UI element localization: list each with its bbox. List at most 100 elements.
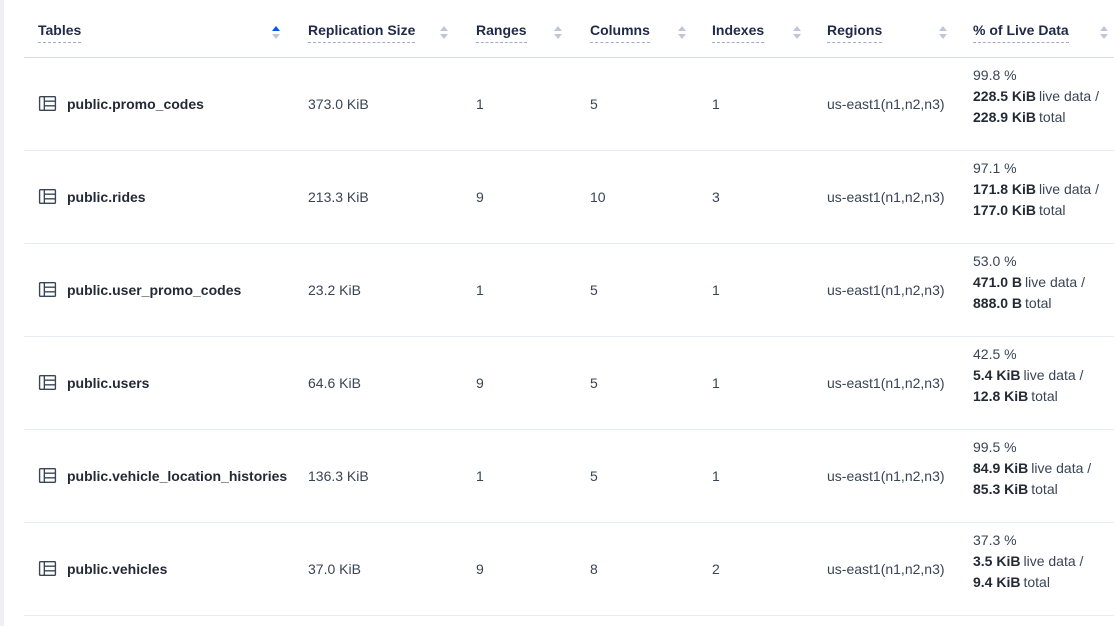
table-name[interactable]: public.users (67, 374, 150, 391)
regions-cell: us-east1(n1,n2,n3) (827, 188, 945, 205)
grid-header: Tables Replication Size Ranges Columns Index… (24, 0, 1114, 58)
sort-icon[interactable] (440, 25, 448, 39)
total-data-size: 12.8 KiB total (973, 388, 1058, 404)
table-row[interactable]: public.vehicle_location_histories 136.3 K… (24, 429, 1114, 522)
sort-up-arrow-icon (554, 25, 562, 31)
columns-cell: 8 (590, 560, 598, 577)
sort-icon[interactable] (678, 25, 686, 39)
sort-icon[interactable] (939, 25, 947, 39)
regions-cell: us-east1(n1,n2,n3) (827, 374, 945, 391)
table-name[interactable]: public.vehicle_location_histories (67, 467, 288, 484)
indexes-cell: 1 (712, 467, 720, 484)
column-header-columns[interactable]: Columns (576, 0, 700, 58)
column-label-replication-size: Replication Size (308, 22, 416, 43)
sort-down-arrow-icon (793, 33, 801, 39)
replication-size-cell: 64.6 KiB (308, 374, 361, 391)
live-data-cell: 42.5 % 5.4 KiB live data / 12.8 KiB total (961, 336, 1114, 429)
column-label-regions: Regions (827, 22, 883, 43)
table-row[interactable]: public.users 64.6 KiB 9 5 1 us-east1(n1,n2,n3… (24, 336, 1114, 429)
regions-cell: us-east1(n1,n2,n3) (827, 560, 945, 577)
column-header-indexes[interactable]: Indexes (700, 0, 815, 58)
column-label-columns: Columns (590, 22, 650, 43)
live-data-percent: 99.5 % (973, 439, 1017, 455)
sort-icon[interactable] (272, 25, 280, 39)
sort-icon[interactable] (793, 25, 801, 39)
indexes-cell: 1 (712, 374, 720, 391)
live-data-size: 3.5 KiB live data / (973, 553, 1084, 569)
table-icon (38, 560, 57, 577)
live-data-percent: 37.3 % (973, 532, 1017, 548)
replication-size-cell: 23.2 KiB (308, 281, 361, 298)
indexes-cell: 3 (712, 188, 720, 205)
column-header-replication-size[interactable]: Replication Size (296, 0, 462, 58)
ranges-cell: 1 (476, 467, 484, 484)
regions-cell: us-east1(n1,n2,n3) (827, 281, 945, 298)
column-label-of-live-data: % of Live Data (973, 22, 1069, 43)
indexes-cell: 2 (712, 560, 720, 577)
live-data-cell: 99.5 % 84.9 KiB live data / 85.3 KiB total (961, 429, 1114, 522)
live-data-size: 171.8 KiB live data / (973, 181, 1099, 197)
grid-body: public.promo_codes 373.0 KiB 1 5 1 us-east1(n… (24, 57, 1114, 615)
live-data-percent: 97.1 % (973, 160, 1017, 176)
live-data-size: 228.5 KiB live data / (973, 88, 1099, 104)
live-data-cell: 37.3 % 3.5 KiB live data / 9.4 KiB total (961, 522, 1114, 615)
live-data-size: 5.4 KiB live data / (973, 367, 1084, 383)
sort-up-arrow-icon (939, 25, 947, 31)
header-row: Tables Replication Size Ranges Columns Index… (24, 0, 1114, 58)
tables-grid: Tables Replication Size Ranges Columns Index… (24, 0, 1114, 616)
table-name[interactable]: public.rides (67, 188, 146, 205)
sort-icon[interactable] (1100, 25, 1108, 39)
table-name-cell[interactable]: public.rides (24, 150, 296, 243)
ranges-cell: 9 (476, 374, 484, 391)
table-row[interactable]: public.promo_codes 373.0 KiB 1 5 1 us-east1(n… (24, 57, 1114, 150)
total-data-size: 177.0 KiB total (973, 202, 1066, 218)
columns-cell: 5 (590, 374, 598, 391)
table-row[interactable]: public.user_promo_codes 23.2 KiB 1 5 1 us-eas… (24, 243, 1114, 336)
total-data-size: 85.3 KiB total (973, 481, 1058, 497)
total-data-size: 228.9 KiB total (973, 109, 1066, 125)
live-data-size: 84.9 KiB live data / (973, 460, 1092, 476)
table-icon (38, 95, 57, 112)
column-header-of-live-data[interactable]: % of Live Data (961, 0, 1114, 58)
column-header-tables[interactable]: Tables (24, 0, 296, 58)
sort-up-arrow-icon (440, 25, 448, 31)
column-header-regions[interactable]: Regions (815, 0, 961, 58)
table-icon (38, 188, 57, 205)
table-name[interactable]: public.vehicles (67, 560, 168, 577)
table-name-cell[interactable]: public.vehicles (24, 522, 296, 615)
regions-cell: us-east1(n1,n2,n3) (827, 95, 945, 112)
ranges-cell: 1 (476, 281, 484, 298)
columns-cell: 5 (590, 281, 598, 298)
column-label-indexes: Indexes (712, 22, 765, 43)
regions-cell: us-east1(n1,n2,n3) (827, 467, 945, 484)
table-name[interactable]: public.promo_codes (67, 95, 204, 112)
columns-cell: 5 (590, 95, 598, 112)
table-name-cell[interactable]: public.vehicle_location_histories (24, 429, 296, 522)
sort-down-arrow-icon (678, 33, 686, 39)
column-header-ranges[interactable]: Ranges (462, 0, 576, 58)
total-data-size: 9.4 KiB total (973, 574, 1050, 590)
sort-down-arrow-icon (939, 33, 947, 39)
ranges-cell: 1 (476, 95, 484, 112)
table-name[interactable]: public.user_promo_codes (67, 281, 242, 298)
table-row[interactable]: public.vehicles 37.0 KiB 9 8 2 us-east1(n1,n2… (24, 522, 1114, 615)
replication-size-cell: 136.3 KiB (308, 467, 369, 484)
table-icon (38, 374, 57, 391)
table-name-cell[interactable]: public.promo_codes (24, 57, 296, 150)
live-data-cell: 97.1 % 171.8 KiB live data / 177.0 KiB total (961, 150, 1114, 243)
live-data-percent: 53.0 % (973, 253, 1017, 269)
table-name-cell[interactable]: public.user_promo_codes (24, 243, 296, 336)
live-data-percent: 42.5 % (973, 346, 1017, 362)
sort-up-arrow-icon (272, 25, 280, 31)
sort-icon[interactable] (554, 25, 562, 39)
table-name-cell[interactable]: public.users (24, 336, 296, 429)
table-row[interactable]: public.rides 213.3 KiB 9 10 3 us-east1(n1,n2,… (24, 150, 1114, 243)
table-icon (38, 467, 57, 484)
columns-cell: 10 (590, 188, 606, 205)
columns-cell: 5 (590, 467, 598, 484)
page-left-edge (0, 0, 4, 626)
sort-up-arrow-icon (1100, 25, 1108, 31)
replication-size-cell: 213.3 KiB (308, 188, 369, 205)
